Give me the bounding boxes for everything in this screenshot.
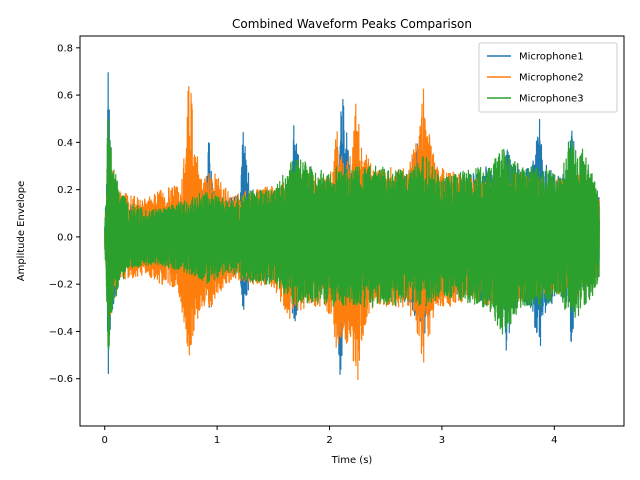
- y-axis: −0.6 −0.4 −0.2 0.0 0.2 0.4 0.6 0.8: [49, 43, 80, 385]
- y-axis-label: Amplitude Envelope: [16, 181, 27, 282]
- chart-title: Combined Waveform Peaks Comparison: [232, 17, 472, 31]
- series-line-microphone3: [104, 117, 600, 350]
- y-tick-label: 0.6: [57, 91, 73, 102]
- legend-label-microphone2: Microphone2: [519, 73, 584, 84]
- y-tick-label: 0.2: [57, 185, 73, 196]
- x-axis: 0 1 2 3 4: [102, 426, 558, 446]
- axes-frame: [79, 35, 625, 427]
- y-tick-label: −0.6: [49, 374, 73, 385]
- x-tick-label: 0: [102, 435, 108, 446]
- legend-box: [478, 42, 618, 113]
- x-tick-label: 3: [439, 435, 445, 446]
- x-tick-label: 2: [326, 435, 332, 446]
- y-tick-label: 0.4: [57, 138, 73, 149]
- y-tick-label: −0.4: [49, 327, 73, 338]
- y-tick-label: 0.8: [57, 43, 73, 54]
- x-tick-label: 4: [551, 435, 557, 446]
- legend-label-microphone3: Microphone3: [519, 94, 584, 105]
- legend-label-microphone1: Microphone1: [519, 52, 584, 63]
- y-tick-label: 0.0: [57, 232, 73, 243]
- legend: Microphone1 Microphone2 Microphone3: [478, 42, 618, 113]
- x-axis-label: Time (s): [331, 455, 373, 466]
- plot-series: [104, 72, 600, 381]
- y-tick-label: −0.2: [49, 280, 73, 291]
- x-tick-label: 1: [214, 435, 220, 446]
